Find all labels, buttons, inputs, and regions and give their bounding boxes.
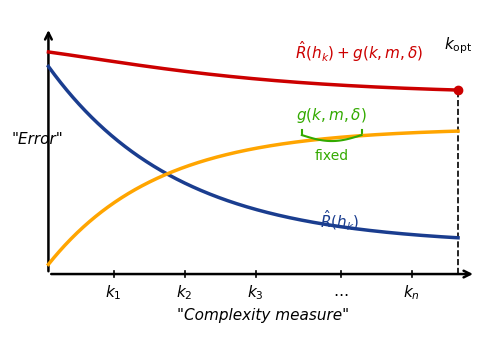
Text: $k_{\mathrm{opt}}$: $k_{\mathrm{opt}}$ [444, 35, 472, 56]
Text: fixed: fixed [314, 149, 348, 163]
Text: $\hat{R}(h_k) + g(k,m,\delta)$: $\hat{R}(h_k) + g(k,m,\delta)$ [295, 39, 423, 64]
Text: $k_n$: $k_n$ [404, 284, 420, 302]
Text: $\hat{R}(h_k)$: $\hat{R}(h_k)$ [320, 209, 359, 233]
Text: "Error": "Error" [11, 132, 63, 147]
Text: "Complexity measure": "Complexity measure" [177, 307, 349, 322]
Text: $k_2$: $k_2$ [176, 284, 193, 302]
Text: $\ldots$: $\ldots$ [333, 284, 348, 299]
Text: $k_1$: $k_1$ [106, 284, 122, 302]
Text: $g(k,m,\delta)$: $g(k,m,\delta)$ [296, 106, 367, 126]
Text: $k_3$: $k_3$ [248, 284, 264, 302]
